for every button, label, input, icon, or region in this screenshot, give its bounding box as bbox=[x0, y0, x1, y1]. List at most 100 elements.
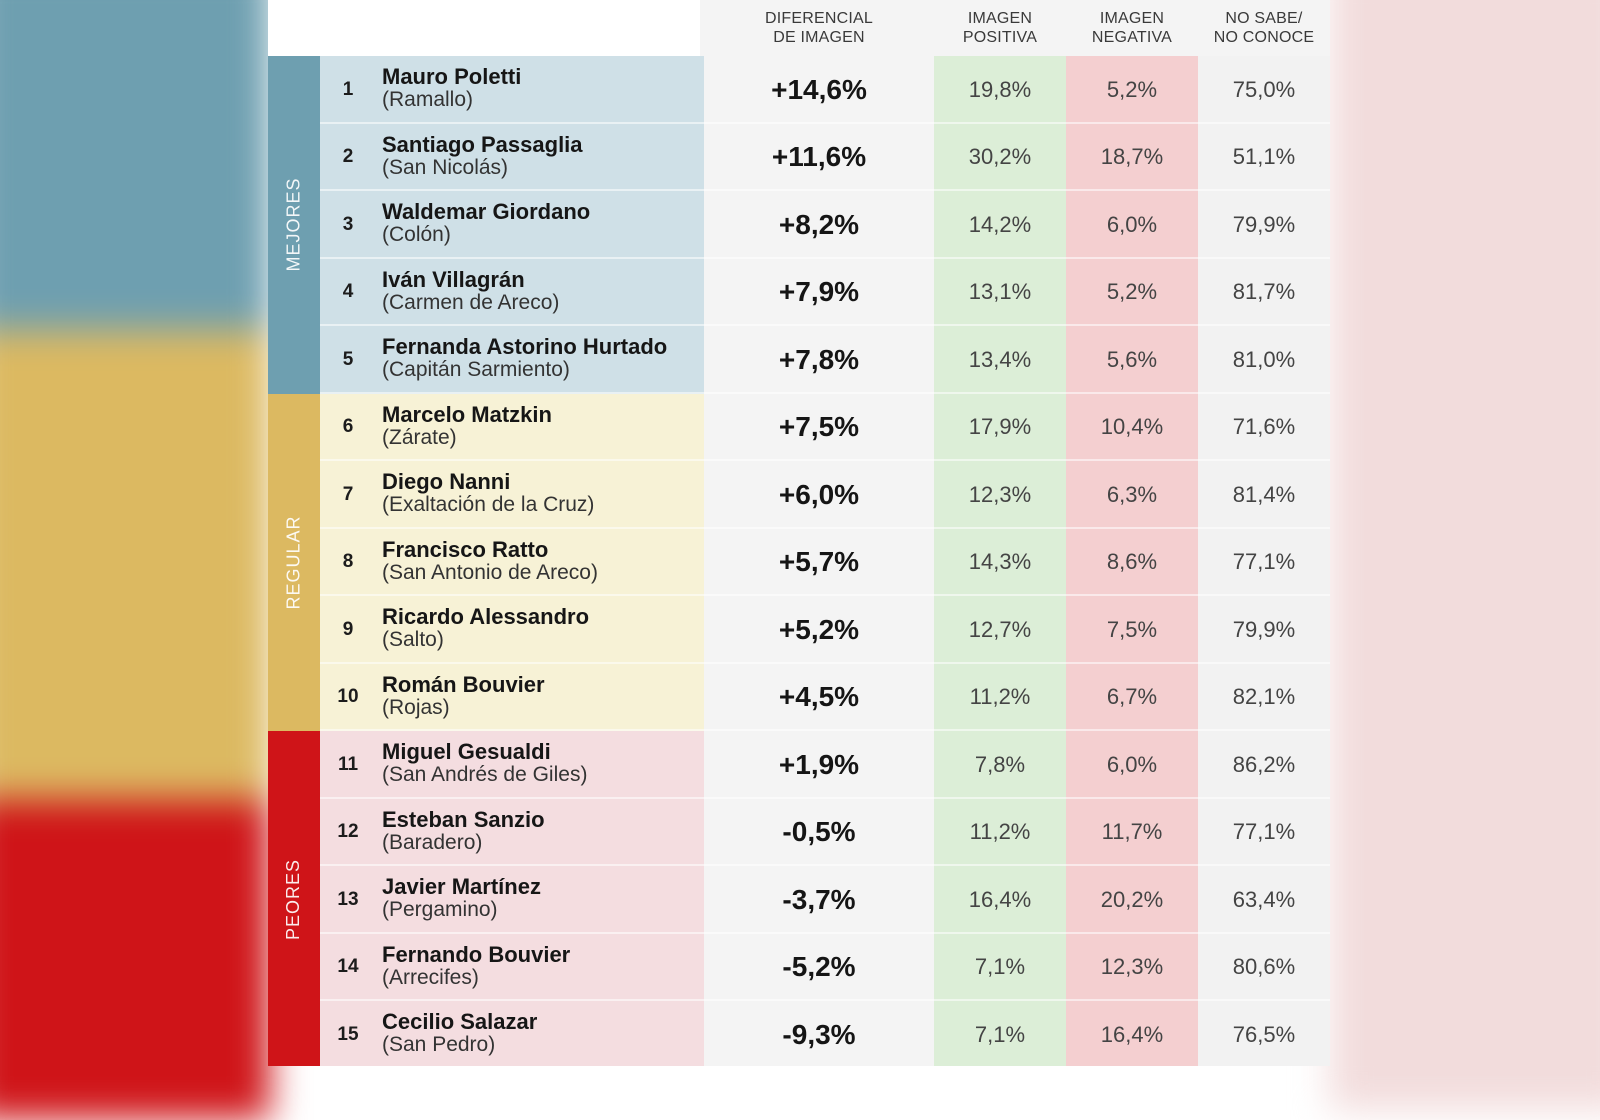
name-background bbox=[320, 461, 704, 529]
positiva-value: 13,1% bbox=[934, 258, 1066, 326]
table-row: 1 Mauro Poletti (Ramallo) +14,6% 19,8% 5,2% 75… bbox=[320, 56, 1330, 124]
positiva-value: 7,1% bbox=[934, 1001, 1066, 1066]
positiva-value: 7,1% bbox=[934, 933, 1066, 1001]
table-row: 9 Ricardo Alessandro (Salto) +5,2% 12,7% 7,5%… bbox=[320, 596, 1330, 664]
mayor-name: Iván Villagrán bbox=[382, 266, 525, 292]
table-row: 14 Fernando Bouvier (Arrecifes) -5,2% 7,1% 12… bbox=[320, 933, 1330, 1001]
rank-number: 9 bbox=[342, 618, 354, 640]
no-sabe-value: 81,0% bbox=[1198, 326, 1330, 394]
town-name: (San Antonio de Areco) bbox=[382, 560, 598, 584]
positiva-value: 30,2% bbox=[934, 123, 1066, 191]
negativa-value: 7,5% bbox=[1066, 596, 1198, 664]
mayor-name: Ricardo Alessandro bbox=[382, 604, 590, 629]
row-separator bbox=[320, 391, 1330, 394]
mayor-name: Waldemar Giordano bbox=[382, 199, 591, 224]
table-row: 7 Diego Nanni (Exaltación de la Cruz) +6,0%… bbox=[320, 461, 1330, 529]
name-background bbox=[320, 596, 704, 664]
mayor-name: Miguel Gesualdi bbox=[382, 739, 551, 764]
negativa-value: 10,4% bbox=[1066, 393, 1198, 461]
town-name: (Pergamino) bbox=[382, 898, 498, 921]
header-diferencial: DIFERENCIAL DE IMAGEN bbox=[765, 10, 873, 46]
name-background bbox=[320, 326, 704, 394]
group-bar-mejores bbox=[268, 56, 320, 394]
rank-number: 10 bbox=[337, 686, 359, 708]
group-label-peores: PEORES bbox=[268, 731, 320, 1066]
table-row: 10 Román Bouvier (Rojas) +4,5% 11,2% 6,7% 82,1… bbox=[320, 663, 1330, 731]
mayor-name: Fernanda Astorino Hurtado bbox=[382, 334, 668, 359]
rank-number: 4 bbox=[342, 281, 354, 303]
no-sabe-value: 51,1% bbox=[1198, 123, 1330, 191]
rank-number: 5 bbox=[342, 348, 354, 370]
blurred-backdrop-right bbox=[1330, 0, 1600, 1110]
table-row: 13 Javier Martínez (Pergamino) -3,7% 16,4% 20… bbox=[320, 866, 1330, 934]
rank-number: 1 bbox=[342, 78, 354, 100]
no-sabe-value: 82,1% bbox=[1198, 663, 1330, 731]
negativa-value: 6,7% bbox=[1066, 663, 1198, 731]
name-background bbox=[320, 663, 704, 731]
town-name: (Rojas) bbox=[382, 695, 450, 719]
row-separator bbox=[320, 864, 1330, 866]
negativa-value: 6,0% bbox=[1066, 191, 1198, 259]
name-background bbox=[320, 56, 704, 124]
mayor-name: Javier Martínez bbox=[382, 874, 541, 899]
diferencial-value: +14,6% bbox=[771, 73, 867, 105]
town-name: (San Nicolás) bbox=[382, 155, 509, 179]
diferencial-value: +5,7% bbox=[778, 546, 860, 578]
rank-number: 14 bbox=[337, 956, 359, 978]
blurred-backdrop-left bbox=[0, 0, 270, 1120]
row-separator bbox=[320, 796, 1330, 799]
diferencial-value: +5,2% bbox=[778, 613, 860, 645]
row-separator bbox=[320, 931, 1330, 934]
no-sabe-value: 76,5% bbox=[1198, 1001, 1330, 1066]
header-negativa: IMAGEN NEGATIVA bbox=[1091, 10, 1173, 46]
name-background bbox=[320, 933, 704, 1001]
town-name: (San Pedro) bbox=[382, 1033, 496, 1056]
town-name: (Carmen de Areco) bbox=[382, 290, 560, 314]
mayor-name: Francisco Ratto bbox=[382, 536, 549, 562]
mayor-name: Esteban Sanzio bbox=[382, 806, 545, 832]
row-separator bbox=[320, 256, 1330, 259]
diferencial-value: +6,0% bbox=[778, 478, 860, 510]
row-separator bbox=[320, 121, 1330, 124]
positiva-value: 17,9% bbox=[934, 393, 1066, 461]
mayor-name: Cecilio Salazar bbox=[382, 1009, 538, 1034]
mayor-name: Román Bouvier bbox=[382, 671, 545, 697]
town-name: (Arrecifes) bbox=[382, 965, 479, 989]
diferencial-value: +11,6% bbox=[771, 141, 867, 173]
positiva-value: 19,8% bbox=[934, 56, 1066, 124]
no-sabe-value: 86,2% bbox=[1198, 731, 1330, 799]
header-no-sabe: NO SABE/ NO CONOCE bbox=[1213, 10, 1315, 46]
negativa-value: 16,4% bbox=[1066, 1001, 1198, 1066]
positiva-value: 13,4% bbox=[934, 326, 1066, 394]
group-label-text: PEORES bbox=[283, 859, 304, 941]
rank-number: 12 bbox=[337, 821, 359, 843]
town-name: (San Andrés de Giles) bbox=[382, 763, 588, 786]
rank-number: 2 bbox=[342, 146, 354, 168]
rank-number: 15 bbox=[337, 1023, 359, 1045]
rank-number: 7 bbox=[342, 483, 354, 505]
table-row: 3 Waldemar Giordano (Colón) +8,2% 14,2% 6,0% 7… bbox=[320, 191, 1330, 259]
no-sabe-value: 63,4% bbox=[1198, 866, 1330, 934]
diferencial-value: +1,9% bbox=[778, 748, 860, 780]
diferencial-value: -3,7% bbox=[782, 883, 856, 915]
town-name: (Capitán Sarmiento) bbox=[382, 358, 570, 381]
negativa-value: 5,2% bbox=[1066, 56, 1198, 124]
positiva-value: 12,3% bbox=[934, 461, 1066, 529]
diferencial-value: -9,3% bbox=[782, 1018, 856, 1050]
diferencial-value: +7,8% bbox=[778, 343, 860, 375]
header-blank bbox=[268, 0, 700, 56]
negativa-value: 12,3% bbox=[1066, 933, 1198, 1001]
mayor-name: Fernando Bouvier bbox=[382, 941, 571, 967]
group-label-regular: REGULAR bbox=[268, 394, 320, 732]
no-sabe-value: 77,1% bbox=[1198, 528, 1330, 596]
group-label-mejores: MEJORES bbox=[268, 56, 320, 394]
town-name: (Exaltación de la Cruz) bbox=[382, 493, 595, 516]
rank-number: 13 bbox=[337, 888, 359, 910]
name-background bbox=[320, 191, 704, 259]
name-background bbox=[320, 528, 704, 596]
negativa-value: 20,2% bbox=[1066, 866, 1198, 934]
mayor-name: Santiago Passaglia bbox=[382, 131, 583, 157]
no-sabe-value: 81,7% bbox=[1198, 258, 1330, 326]
table-row: 6 Marcelo Matzkin (Zárate) +7,5% 17,9% 10,4% 7… bbox=[320, 393, 1330, 461]
row-separator bbox=[320, 661, 1330, 664]
